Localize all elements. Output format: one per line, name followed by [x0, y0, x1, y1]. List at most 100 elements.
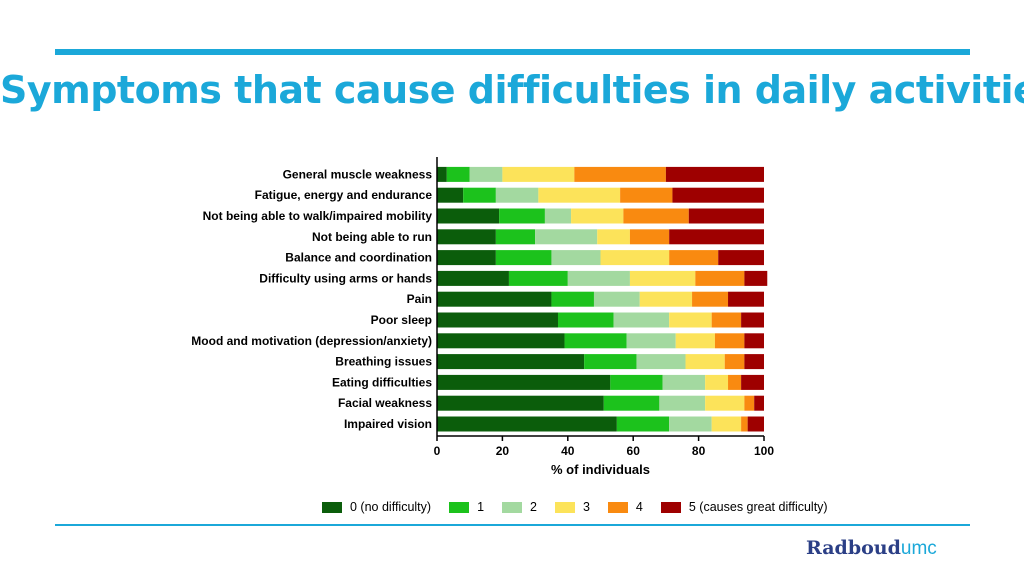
bar-segment [574, 166, 666, 182]
bar-segment [551, 291, 594, 307]
legend-swatch [322, 501, 342, 513]
bar-segment [495, 229, 536, 245]
bar-segment [502, 166, 575, 182]
bar-segment [616, 416, 670, 432]
bar-segment [610, 374, 663, 390]
bar-segment [705, 395, 745, 411]
bar-segment [597, 229, 630, 245]
category-labels: General muscle weakness Fatigue, energy a… [191, 167, 432, 431]
legend-label: 2 [530, 500, 537, 514]
legend-swatch [554, 501, 575, 513]
legend-swatch [449, 501, 470, 513]
bar-segment [437, 187, 464, 203]
bar-segment [669, 312, 712, 328]
bar-segment [744, 333, 764, 349]
legend-swatch [660, 501, 681, 513]
bar-segment [665, 166, 764, 182]
bar-segment [603, 395, 660, 411]
bar-segment [508, 270, 568, 286]
category-label: Mood and motivation (depression/anxiety) [191, 334, 432, 348]
bar-segment [695, 270, 745, 286]
bar-segment [551, 250, 601, 266]
category-label: Breathing issues [335, 355, 432, 369]
x-tick-label: 100 [754, 444, 774, 458]
bar-segment [557, 312, 614, 328]
bar-segment [705, 374, 729, 390]
x-axis-title: % of individuals [551, 462, 650, 477]
legend-label: 0 (no difficulty) [350, 500, 432, 514]
x-tick-label: 0 [434, 444, 441, 458]
category-label: Not being able to run [312, 230, 432, 244]
bar-segment [688, 208, 764, 224]
legend-item: 0 (no difficulty) [322, 500, 431, 514]
radboudumc-logo: Radboudumc [806, 537, 937, 560]
bar-segment [437, 416, 617, 432]
bar-segment [639, 291, 693, 307]
legend-label: 1 [477, 500, 485, 514]
bar-segment [437, 395, 604, 411]
bar-segment [571, 208, 624, 224]
bar-segment [437, 354, 585, 370]
bar-segment [437, 270, 509, 286]
logo-text-umc: umc [900, 538, 937, 559]
bar-segment [659, 395, 706, 411]
legend-item: 5 (causes great difficulty) [660, 500, 828, 514]
bar-segment [744, 270, 768, 286]
bar-segment [620, 187, 673, 203]
category-label: Not being able to walk/impaired mobility [203, 209, 433, 223]
legend-item: 2 [502, 500, 537, 514]
category-label: Balance and coordination [285, 251, 432, 265]
bottom-accent-rule [55, 524, 970, 526]
x-axis-ticks: 0 20 40 60 80 100 [434, 436, 774, 458]
bar-segment [469, 166, 503, 182]
bar-segment [669, 250, 719, 266]
bar-segment [685, 354, 725, 370]
category-label: Pain [407, 292, 432, 306]
bar-segment [600, 250, 670, 266]
legend-item: 3 [554, 500, 590, 514]
bar-segment [538, 187, 621, 203]
bar-segment [437, 250, 496, 266]
bar-segment [623, 208, 689, 224]
legend-label: 4 [635, 500, 643, 514]
bar-segment [463, 187, 496, 203]
bar-segment [669, 229, 764, 245]
bar-segment [662, 374, 706, 390]
category-label: Facial weakness [338, 396, 432, 410]
bar-segment [535, 229, 598, 245]
category-label: Difficulty using arms or hands [259, 271, 432, 285]
bar-segment [744, 354, 764, 370]
bar-segment [613, 312, 670, 328]
bar-segment [495, 187, 539, 203]
x-tick-label: 60 [627, 444, 641, 458]
bar-segment [711, 312, 742, 328]
bar-segment [675, 333, 715, 349]
category-label: Poor sleep [371, 313, 432, 327]
bar-segment [564, 333, 627, 349]
bar-segment [446, 166, 470, 182]
bar-segment [499, 208, 545, 224]
bar-segment [629, 270, 696, 286]
legend-item: 4 [607, 500, 643, 514]
bar-segment [741, 374, 764, 390]
legend-label: 5 (causes great difficulty) [688, 500, 828, 514]
bar-segment [593, 291, 640, 307]
top-accent-rule [55, 49, 970, 55]
legend-label: 3 [582, 500, 590, 514]
x-tick-label: 40 [561, 444, 575, 458]
legend-item: 1 [449, 500, 484, 514]
bar-segment [629, 229, 670, 245]
bar-segment [437, 166, 447, 182]
category-label: Impaired vision [344, 417, 432, 431]
bar-segment [754, 395, 764, 411]
bar-segment [626, 333, 676, 349]
bar-segment [711, 416, 742, 432]
bar-segment [747, 416, 764, 432]
bar-segment [437, 229, 496, 245]
bar-segment [495, 250, 552, 266]
x-tick-label: 80 [692, 444, 706, 458]
bar-segment [636, 354, 686, 370]
legend-swatch [607, 501, 628, 513]
bar-segment [437, 374, 611, 390]
bar-segment [584, 354, 637, 370]
